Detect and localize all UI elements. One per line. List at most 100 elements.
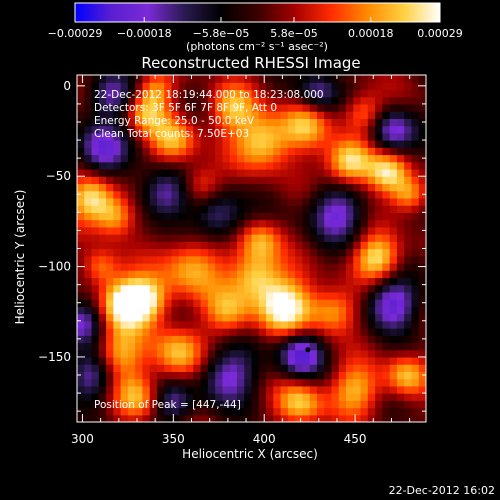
- heatmap-cell: [324, 262, 333, 271]
- heatmap-cell: [200, 291, 209, 300]
- heatmap-cell: [404, 299, 413, 307]
- heatmap-cell: [171, 219, 180, 228]
- heatmap-cell: [411, 255, 420, 264]
- heatmap-cell: [84, 284, 93, 293]
- heatmap-cell: [120, 378, 129, 387]
- heatmap-cell: [229, 111, 238, 119]
- heatmap-cell: [178, 176, 187, 185]
- heatmap-cell: [149, 226, 158, 235]
- heatmap-cell: [186, 400, 194, 409]
- heatmap-cell: [127, 349, 136, 358]
- heatmap-cell: [186, 183, 194, 192]
- heatmap-cell: [186, 371, 194, 380]
- heatmap-cell: [84, 313, 93, 322]
- heatmap-cell: [215, 132, 224, 141]
- heatmap-cell: [258, 147, 267, 156]
- heatmap-cell: [266, 299, 274, 307]
- heatmap-cell: [244, 349, 253, 358]
- heatmap-cell: [287, 284, 296, 293]
- heatmap-cell: [324, 75, 333, 83]
- heatmap-cell: [156, 75, 165, 83]
- heatmap-cell: [171, 75, 180, 83]
- heatmap-cell: [346, 255, 354, 264]
- heatmap-cell: [113, 378, 122, 387]
- heatmap-cell: [266, 277, 274, 286]
- heatmap-cell: [258, 378, 267, 387]
- heatmap-cell: [171, 270, 180, 279]
- heatmap-cell: [222, 356, 231, 365]
- heatmap-cell: [295, 75, 303, 83]
- heatmap-cell: [360, 212, 369, 221]
- heatmap-cell: [382, 299, 391, 307]
- heatmap-cell: [353, 407, 362, 416]
- heatmap-cell: [113, 299, 122, 307]
- heatmap-cell: [316, 284, 325, 293]
- heatmap-cell: [418, 168, 426, 177]
- heatmap-cell: [222, 147, 231, 156]
- heatmap-cell: [266, 407, 274, 416]
- heatmap-cell: [338, 291, 347, 300]
- heatmap-cell: [375, 89, 383, 98]
- heatmap-cell: [113, 371, 122, 380]
- heatmap-cell: [193, 111, 202, 119]
- heatmap-cell: [222, 371, 231, 380]
- heatmap-cell: [106, 89, 114, 98]
- heatmap-cell: [346, 226, 354, 235]
- heatmap-cell: [360, 328, 369, 336]
- heatmap-cell: [309, 313, 318, 322]
- heatmap-cell: [346, 371, 354, 380]
- heatmap-cell: [324, 400, 333, 409]
- heatmap-cell: [98, 154, 107, 163]
- heatmap-cell: [127, 111, 136, 119]
- heatmap-cell: [389, 147, 398, 156]
- heatmap-cell: [404, 132, 413, 141]
- heatmap-cell: [382, 176, 391, 185]
- heatmap-cell: [149, 140, 158, 148]
- heatmap-cell: [251, 111, 260, 119]
- heatmap-cell: [353, 205, 362, 213]
- heatmap-cell: [127, 284, 136, 293]
- heatmap-cell: [120, 262, 129, 271]
- heatmap-cell: [367, 291, 376, 300]
- heatmap-cell: [396, 212, 405, 221]
- heatmap-cell: [113, 349, 122, 358]
- heatmap-cell: [418, 270, 426, 279]
- heatmap-cell: [156, 255, 165, 264]
- heatmap-cell: [353, 262, 362, 271]
- heatmap-cell: [273, 335, 282, 344]
- heatmap-cell: [331, 234, 340, 242]
- heatmap-cell: [222, 197, 231, 206]
- heatmap-cell: [251, 393, 260, 401]
- heatmap-cell: [258, 75, 267, 83]
- heatmap-cell: [309, 132, 318, 141]
- heatmap-cell: [120, 103, 129, 112]
- heatmap-cell: [171, 103, 180, 112]
- heatmap-cell: [346, 277, 354, 286]
- heatmap-cell: [244, 154, 253, 163]
- heatmap-cell: [120, 212, 129, 221]
- heatmap-cell: [98, 168, 107, 177]
- heatmap-cell: [215, 378, 224, 387]
- heatmap-cell: [186, 118, 194, 127]
- heatmap-cell: [106, 82, 114, 91]
- heatmap-cell: [156, 349, 165, 358]
- heatmap-cell: [77, 241, 85, 250]
- heatmap-cell: [375, 313, 383, 322]
- heatmap-cell: [200, 393, 209, 401]
- heatmap-cell: [273, 168, 282, 177]
- heatmap-cell: [98, 161, 107, 170]
- heatmap-cell: [171, 291, 180, 300]
- heatmap-cell: [156, 320, 165, 329]
- heatmap-cell: [302, 255, 311, 264]
- heatmap-cell: [164, 364, 173, 372]
- heatmap-cell: [178, 190, 187, 199]
- heatmap-cell: [266, 335, 274, 344]
- heatmap-cell: [302, 364, 311, 372]
- colorbar-tick-label: 0.00018: [348, 27, 394, 40]
- heatmap-cell: [207, 140, 216, 148]
- heatmap-cell: [353, 111, 362, 119]
- heatmap-cell: [200, 299, 209, 307]
- heatmap-cell: [266, 154, 274, 163]
- heatmap-cell: [418, 183, 426, 192]
- heatmap-cell: [113, 241, 122, 250]
